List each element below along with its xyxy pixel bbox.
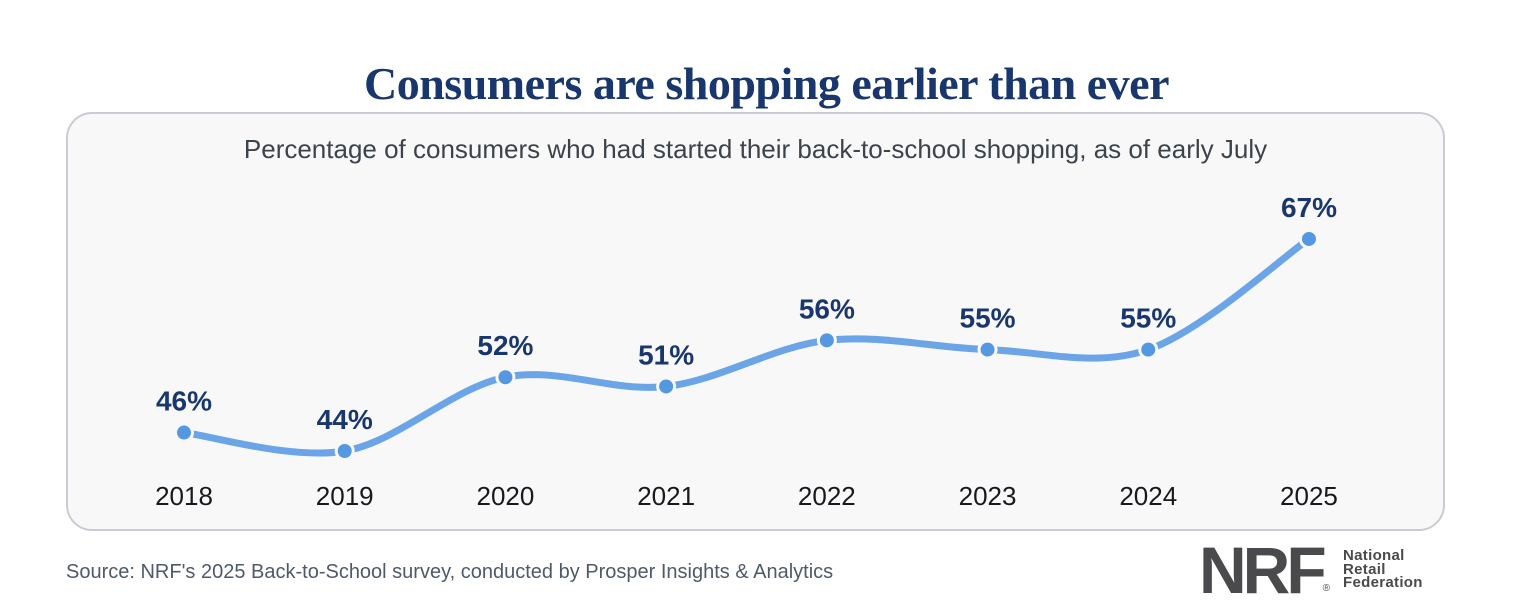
- x-axis-label-2019: 2019: [316, 481, 374, 511]
- nrf-logo-line: National: [1343, 547, 1405, 564]
- data-label-2025: 67%: [1281, 192, 1337, 223]
- data-point-2025: [1298, 228, 1319, 249]
- line-chart: 46% 2018 44% 2019 52% 2020 51% 2021 56% 2022 55% 20…: [155, 192, 1338, 511]
- nrf-logo-line: Retail: [1343, 560, 1386, 578]
- data-label-2019: 44%: [317, 404, 373, 435]
- x-axis-label-2018: 2018: [155, 481, 213, 511]
- data-label-2020: 52%: [477, 330, 533, 361]
- registered-trademark-icon: ®: [1322, 583, 1331, 594]
- nrf-logo: NRF ® National Retail Federation: [1199, 533, 1423, 607]
- data-point-2020: [495, 367, 516, 388]
- data-point-2022: [816, 330, 837, 351]
- nrf-logo-line: Federation: [1343, 574, 1423, 591]
- page-title: Consumers are shopping earlier than ever: [364, 57, 1170, 109]
- nrf-logo-text: National Retail Federation: [1343, 543, 1423, 590]
- x-axis-label-2025: 2025: [1280, 481, 1338, 511]
- data-label-2021: 51%: [638, 339, 694, 370]
- data-label-2024: 55%: [1120, 303, 1176, 334]
- x-axis-label-2020: 2020: [476, 481, 534, 511]
- data-point-2021: [656, 376, 677, 397]
- nrf-wordmark: NRF: [1199, 533, 1327, 607]
- data-point-2024: [1138, 339, 1159, 360]
- data-point-2019: [334, 441, 355, 461]
- x-axis-label-2022: 2022: [798, 481, 856, 511]
- chart-panel: 46% 2018 44% 2019 52% 2020 51% 2021 56% 2022 55% 20…: [66, 112, 1445, 531]
- data-point-2023: [977, 339, 998, 360]
- data-point-2018: [174, 422, 194, 443]
- chart-subtitle: Percentage of consumers who had started …: [243, 134, 1268, 164]
- x-axis-label-2024: 2024: [1119, 481, 1177, 511]
- data-label-2022: 56%: [799, 293, 855, 324]
- x-axis-label-2021: 2021: [637, 481, 695, 511]
- x-axis-label-2023: 2023: [959, 481, 1017, 511]
- data-label-2023: 55%: [960, 303, 1016, 334]
- data-label-2018: 46%: [156, 386, 212, 417]
- source-text: Source: NRF's 2025 Back-to-School survey…: [66, 561, 834, 583]
